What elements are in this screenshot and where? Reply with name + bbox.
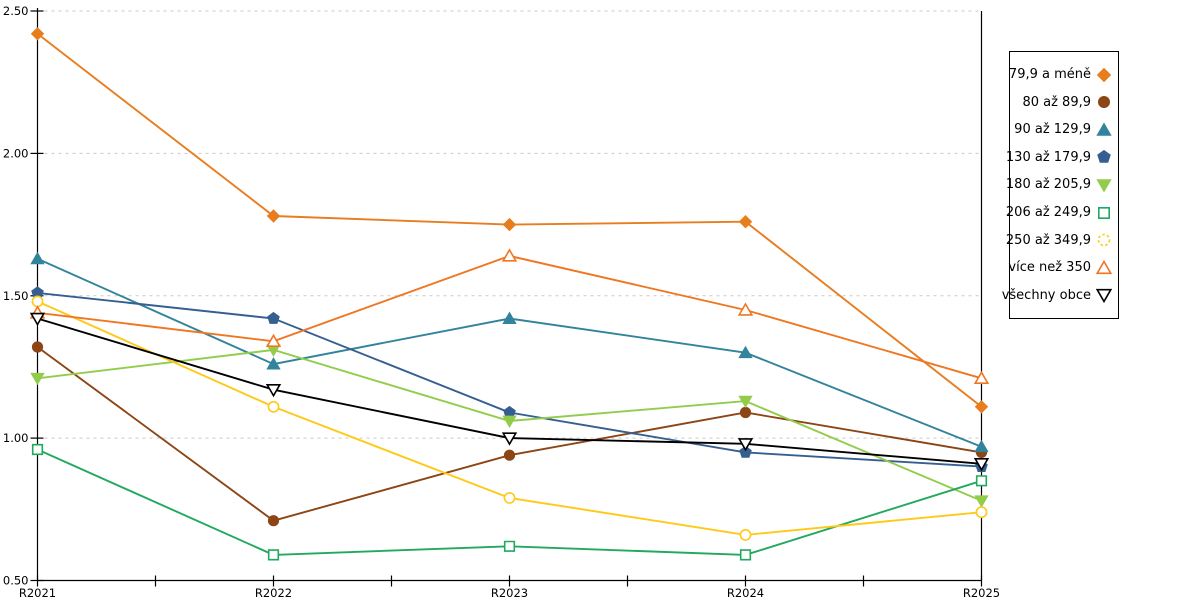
x-tick-label: R2021: [19, 586, 56, 600]
series-marker: [266, 209, 281, 223]
series-marker: [266, 357, 281, 370]
legend-item-label: 250 až 349,9: [1005, 232, 1091, 248]
y-tick-label: 0.50: [3, 574, 29, 588]
series-marker: [739, 445, 752, 458]
legend-item: 90 až 129,9: [1010, 122, 1118, 138]
legend-item: 80 až 89,9: [1010, 94, 1118, 110]
series-marker: [973, 458, 990, 472]
legend-marker-icon: [1096, 122, 1112, 136]
legend-marker-icon: [1096, 289, 1112, 304]
legend-item: 206 až 249,9: [1006, 205, 1118, 221]
legend-item-label: 180 až 205,9: [1005, 177, 1091, 193]
series-marker: [267, 400, 280, 413]
legend-marker: [1096, 289, 1112, 304]
legend-item: 180 až 205,9: [1006, 177, 1118, 193]
legend-item-label: 206 až 249,9: [1005, 205, 1091, 221]
series-marker: [265, 384, 282, 398]
series-marker: [30, 251, 45, 265]
legend-item-label: 80 až 89,9: [1022, 94, 1091, 110]
legend-marker: [1098, 96, 1110, 109]
legend-marker-icon: [1096, 179, 1112, 193]
legend-item-label: 79,9 a méně: [1008, 67, 1091, 83]
legend-marker: [1098, 206, 1110, 219]
legend-marker-icon: [1096, 259, 1112, 274]
series-marker: [738, 395, 753, 409]
series-marker: [739, 406, 752, 419]
series-marker: [30, 27, 45, 41]
series-marker: [737, 438, 754, 452]
legend-marker: [1097, 233, 1111, 247]
series-marker: [30, 372, 45, 386]
series-marker: [267, 311, 280, 324]
legend-marker: [1097, 150, 1111, 164]
legend-marker-icon: [1096, 67, 1112, 82]
x-tick-label: R2024: [727, 586, 764, 600]
series-marker: [502, 415, 517, 428]
x-tick-label: R2023: [491, 586, 528, 600]
legend-marker-icon: [1097, 150, 1111, 164]
legend-marker: [1096, 67, 1112, 82]
series-marker: [974, 400, 989, 414]
series-marker: [503, 540, 516, 552]
y-tick-label: 2.00: [3, 146, 29, 160]
series-marker: [501, 432, 518, 446]
series-marker: [502, 311, 517, 324]
series-marker: [265, 333, 282, 347]
legend-marker-icon: [1098, 96, 1110, 109]
legend-marker: [1096, 179, 1112, 193]
legend-item: více než 350: [1008, 259, 1118, 276]
legend-item-label: všechny obce: [1001, 287, 1091, 303]
legend-marker-icon: [1098, 206, 1110, 219]
series-marker: [31, 295, 44, 308]
legend-marker-icon: [1097, 233, 1111, 247]
series-marker: [502, 217, 517, 232]
series-marker: [267, 515, 280, 527]
x-tick-label: R2025: [963, 586, 1000, 600]
series-marker: [503, 449, 516, 461]
legend-item: 79,9 a méně: [1008, 67, 1118, 83]
series-marker: [737, 302, 754, 316]
series-marker: [267, 549, 280, 561]
legend: 79,9 a méně 80 až 89,9 90 až 129,9 130 až 1…: [1002, 51, 1119, 319]
series-marker: [738, 345, 753, 359]
series-marker: [974, 439, 989, 453]
series-marker: [503, 491, 516, 504]
series-marker: [975, 506, 988, 519]
x-tick-label: R2022: [255, 586, 292, 600]
series-marker: [738, 214, 753, 229]
series-marker: [501, 248, 518, 262]
y-tick-label: 2.50: [3, 4, 29, 18]
legend-item-label: 130 až 179,9: [1005, 149, 1091, 165]
series-marker: [31, 443, 44, 456]
legend-marker: [1096, 122, 1112, 136]
y-tick-label: 1.00: [3, 431, 29, 445]
y-tick-label: 1.50: [3, 289, 29, 303]
series-marker: [739, 549, 752, 561]
legend-marker: [1096, 259, 1112, 274]
series-marker: [31, 341, 44, 353]
legend-item: 250 až 349,9: [1006, 232, 1118, 248]
series-marker: [739, 529, 752, 541]
legend-item-label: více než 350: [1008, 260, 1091, 276]
legend-item: všechny obce: [1002, 287, 1118, 304]
legend-item: 130 až 179,9: [1006, 149, 1118, 165]
series-marker: [29, 312, 46, 327]
series-marker: [973, 370, 990, 384]
series-marker: [974, 495, 989, 508]
legend-item-label: 90 až 129,9: [1014, 122, 1091, 138]
series-marker: [975, 475, 988, 487]
